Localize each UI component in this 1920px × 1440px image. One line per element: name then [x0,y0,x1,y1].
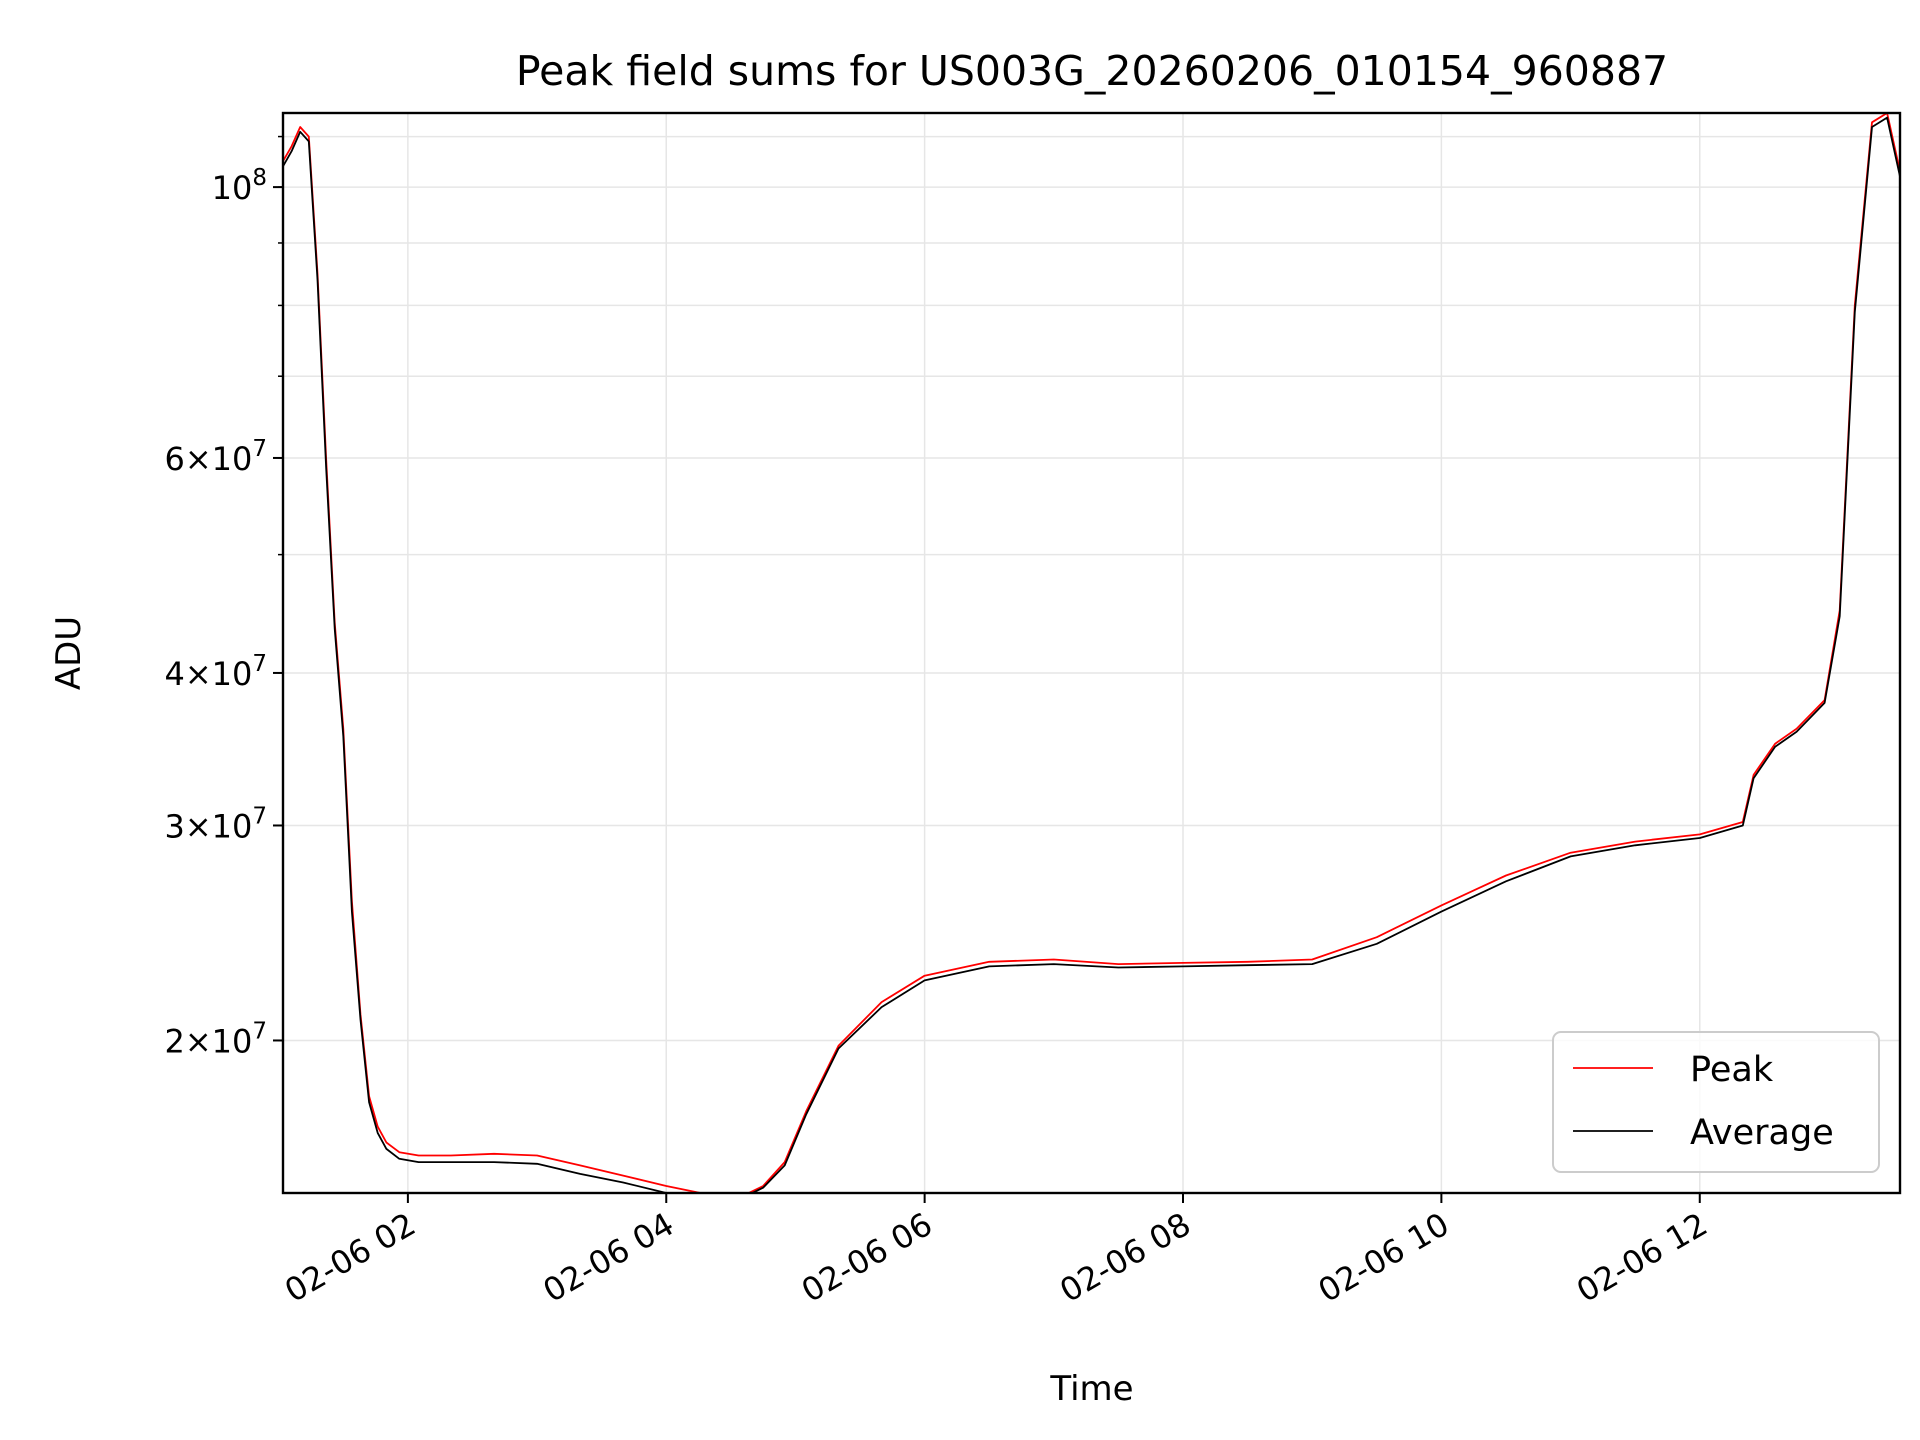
chart-title: Peak field sums for US003G_20260206_0101… [516,47,1668,95]
y-tick-label: 3×107 [164,803,267,845]
series-layer [283,113,1900,1193]
y-tick-label: 2×107 [164,1018,267,1060]
legend-label-peak: Peak [1690,1050,1774,1090]
series-line-average [283,116,1900,1193]
legend-label-average: Average [1690,1113,1834,1153]
y-axis-label: ADU [49,616,89,690]
y-tick-label: 6×107 [164,436,267,478]
legend-box [1552,1031,1880,1173]
y-tick-label: 4×107 [164,651,267,693]
legend: Peak Average [1552,1031,1880,1173]
y-tick-label: 108 [212,165,267,207]
x-axis-label: Time [1049,1369,1133,1409]
plot-area-frame [281,111,1902,1195]
grid [283,113,1900,1193]
